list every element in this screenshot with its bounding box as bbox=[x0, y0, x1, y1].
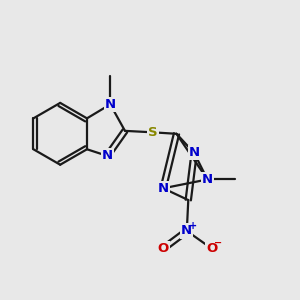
Text: +: + bbox=[189, 221, 197, 231]
Text: O: O bbox=[206, 242, 218, 255]
Text: N: N bbox=[105, 98, 116, 111]
Text: N: N bbox=[158, 182, 169, 195]
Text: N: N bbox=[181, 224, 192, 238]
Text: N: N bbox=[202, 173, 213, 186]
Text: O: O bbox=[158, 242, 169, 255]
Text: N: N bbox=[189, 146, 200, 159]
Text: S: S bbox=[148, 126, 158, 139]
Text: −: − bbox=[214, 238, 222, 248]
Text: N: N bbox=[102, 149, 113, 162]
